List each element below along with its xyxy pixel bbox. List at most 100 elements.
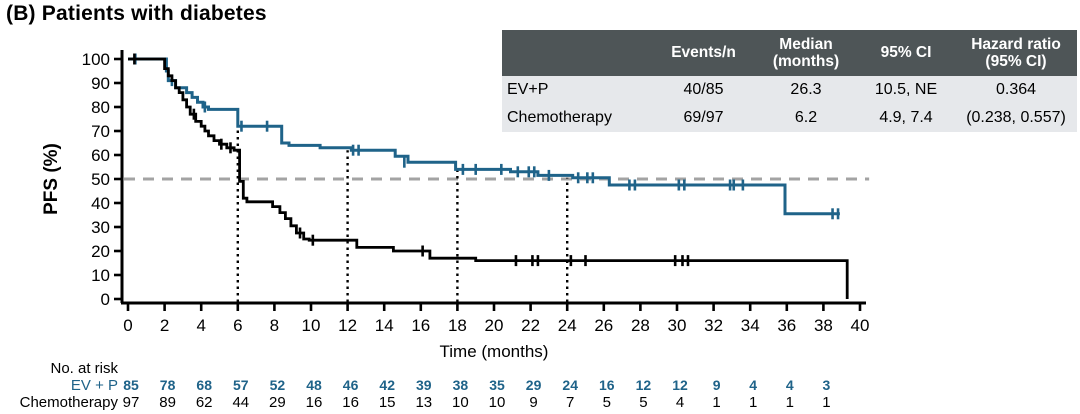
- stats-cell: Chemotherapy: [502, 104, 652, 132]
- x-tick-label: 32: [704, 316, 723, 335]
- at-risk-count: 13: [415, 394, 432, 411]
- at-risk-count: 4: [749, 377, 757, 393]
- stats-cell: 40/85: [652, 76, 755, 104]
- x-tick-label: 36: [777, 316, 796, 335]
- y-tick-label: 20: [91, 242, 110, 261]
- at-risk-count: 44: [232, 394, 249, 411]
- x-tick-label: 10: [302, 316, 321, 335]
- at-risk-count: 9: [529, 394, 537, 411]
- at-risk-count: 62: [196, 394, 213, 411]
- at-risk-count: 52: [270, 377, 286, 393]
- x-tick-label: 34: [741, 316, 760, 335]
- at-risk-count: 12: [672, 377, 688, 393]
- km-curve-chemotherapy: [128, 57, 849, 299]
- at-risk-count: 29: [526, 377, 542, 393]
- x-tick-label: 20: [485, 316, 504, 335]
- x-tick-label: 8: [270, 316, 279, 335]
- at-risk-count: 16: [306, 394, 323, 411]
- at-risk-count: 16: [342, 394, 359, 411]
- x-tick-label: 38: [814, 316, 833, 335]
- at-risk-count: 5: [639, 394, 647, 411]
- x-tick-label: 4: [196, 316, 205, 335]
- x-tick-label: 6: [233, 316, 242, 335]
- stats-cell: 26.3: [755, 76, 857, 104]
- at-risk-count: 1: [786, 394, 794, 411]
- at-risk-count: 15: [379, 394, 396, 411]
- stats-cell: EV+P: [502, 76, 652, 104]
- stats-cell: (0.238, 0.557): [955, 104, 1077, 132]
- at-risk-count: 4: [676, 394, 684, 411]
- at-risk-count: 85: [123, 377, 139, 393]
- x-axis-label: Time (months): [440, 342, 549, 361]
- stats-cell: 0.364: [955, 76, 1077, 104]
- y-tick-label: 80: [91, 98, 110, 117]
- y-tick-label: 70: [91, 122, 110, 141]
- at-risk-count: 9: [713, 377, 721, 393]
- x-tick-label: 12: [338, 316, 357, 335]
- stats-header-cell: [502, 30, 652, 76]
- at-risk-count: 7: [566, 394, 574, 411]
- x-tick-label: 26: [594, 316, 613, 335]
- stats-table-head: Events/n Median (months) 95% CI Hazard ratio…: [502, 30, 1077, 76]
- km-curve-ev-p: [128, 57, 840, 216]
- at-risk-row-label: EV + P: [71, 377, 118, 394]
- at-risk-count: 12: [636, 377, 652, 393]
- at-risk-count: 39: [416, 377, 432, 393]
- at-risk-count: 68: [196, 377, 212, 393]
- y-tick-label: 100: [82, 50, 110, 69]
- stats-row: EV+P 40/85 26.3 10.5, NE 0.364: [502, 76, 1077, 104]
- at-risk-count: 57: [233, 377, 249, 393]
- x-tick-label: 40: [851, 316, 870, 335]
- stats-row: Chemotherapy 69/97 6.2 4.9, 7.4 (0.238, 0.55…: [502, 104, 1077, 132]
- y-tick-label: 0: [101, 290, 110, 309]
- at-risk-count: 16: [599, 377, 615, 393]
- stats-table: Events/n Median (months) 95% CI Hazard ratio…: [502, 30, 1077, 132]
- x-tick-label: 2: [160, 316, 169, 335]
- stats-header-cell: Hazard ratio (95% CI): [955, 30, 1077, 76]
- y-tick-label: 90: [91, 74, 110, 93]
- at-risk-count: 10: [452, 394, 469, 411]
- at-risk-count: 48: [306, 377, 322, 393]
- at-risk-count: 46: [343, 377, 359, 393]
- at-risk-count: 3: [823, 377, 831, 393]
- x-tick-label: 24: [558, 316, 577, 335]
- at-risk-count: 38: [453, 377, 469, 393]
- at-risk-label: No. at risk: [50, 360, 118, 377]
- stats-header-cell: 95% CI: [857, 30, 955, 76]
- x-tick-label: 22: [521, 316, 540, 335]
- x-tick-label: 16: [411, 316, 430, 335]
- at-risk-count: 10: [489, 394, 506, 411]
- at-risk-count: 35: [489, 377, 505, 393]
- at-risk-count: 4: [786, 377, 794, 393]
- x-tick-label: 18: [448, 316, 467, 335]
- at-risk-count: 24: [562, 377, 578, 393]
- at-risk-count: 42: [379, 377, 395, 393]
- stats-cell: 69/97: [652, 104, 755, 132]
- stats-cell: 6.2: [755, 104, 857, 132]
- x-tick-label: 14: [375, 316, 394, 335]
- x-tick-label: 28: [631, 316, 650, 335]
- at-risk-count: 1: [712, 394, 720, 411]
- stats-table-body: EV+P 40/85 26.3 10.5, NE 0.364 Chemotherapy 69…: [502, 76, 1077, 132]
- x-tick-label: 30: [668, 316, 687, 335]
- stats-header-cell: Events/n: [652, 30, 755, 76]
- at-risk-count: 89: [159, 394, 176, 411]
- at-risk-count: 1: [822, 394, 830, 411]
- panel-title: (B) Patients with diabetes: [6, 2, 267, 25]
- y-tick-label: 30: [91, 218, 110, 237]
- y-tick-label: 40: [91, 194, 110, 213]
- at-risk-row-label: Chemotherapy: [20, 394, 119, 411]
- stats-cell: 10.5, NE: [857, 76, 955, 104]
- stats-cell: 4.9, 7.4: [857, 104, 955, 132]
- y-tick-label: 50: [91, 170, 110, 189]
- y-tick-label: 60: [91, 146, 110, 165]
- at-risk-count: 97: [123, 394, 140, 411]
- y-tick-label: 10: [91, 266, 110, 285]
- at-risk-count: 5: [603, 394, 611, 411]
- x-tick-label: 0: [123, 316, 132, 335]
- y-axis-label: PFS (%): [41, 143, 62, 215]
- stats-header-cell: Median (months): [755, 30, 857, 76]
- at-risk-count: 78: [160, 377, 176, 393]
- at-risk-count: 1: [749, 394, 757, 411]
